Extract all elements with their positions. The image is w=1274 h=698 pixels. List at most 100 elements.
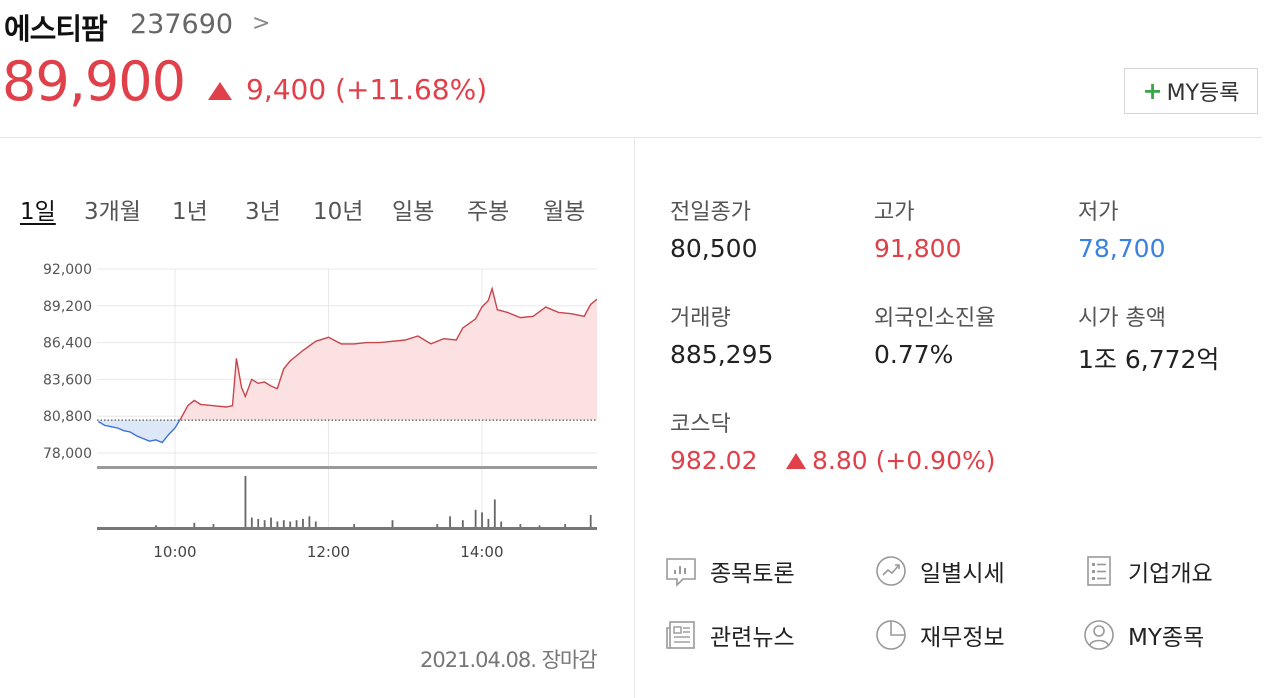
link-label: 재무정보 [920, 625, 1005, 651]
volume-bar [270, 517, 272, 528]
volume-bar [474, 509, 477, 528]
tab-weekly[interactable]: 주봉 [467, 199, 510, 225]
stock-header: 에스티팜 237690 > 89,900 9,400 (+11.68%) + M… [0, 0, 1274, 138]
chart-date: 2021.04.08. 장마감 [420, 648, 598, 672]
stat-value: 78,700 [1078, 234, 1166, 263]
volume-bar [461, 520, 464, 528]
stat-high: 고가 91,800 [874, 194, 1074, 263]
area-up [98, 288, 597, 421]
volume-bar [314, 521, 317, 528]
x-tick-label: 12:00 [307, 543, 350, 561]
price-change: 9,400 (+11.68%) [246, 73, 488, 106]
intraday-price-chart[interactable]: 92,000 89,200 86,400 83,600 80,800 78,000 10:0… [20, 250, 610, 570]
stat-prev-close: 전일종가 80,500 [670, 194, 870, 263]
stat-label: 코스닥 [670, 412, 731, 437]
volume-bar [391, 520, 394, 528]
volume-bar [244, 476, 247, 528]
price-axis-bar [97, 466, 597, 469]
stock-name[interactable]: 에스티팜 [4, 12, 108, 46]
y-tick-label: 86,400 [43, 336, 92, 352]
user-circle-icon [1084, 620, 1114, 650]
volume-axis-bar [97, 527, 597, 530]
stat-value: 91,800 [874, 234, 962, 263]
volume-bar [276, 521, 279, 528]
y-tick-label: 83,600 [43, 372, 92, 388]
volume-bar [212, 524, 215, 528]
link-my-stocks[interactable]: MY종목 [1082, 618, 1204, 652]
header-divider [0, 137, 1262, 138]
index-change: 8.80 (+0.90%) [786, 446, 995, 475]
stat-label: 전일종가 [670, 200, 751, 225]
list-doc-icon [1087, 556, 1111, 586]
volume-bar [302, 518, 304, 528]
link-discussion[interactable]: 종목토론 [664, 554, 795, 588]
stat-label: 저가 [1078, 200, 1119, 225]
link-financials[interactable]: 재무정보 [874, 618, 1005, 652]
volume-bar [538, 525, 541, 528]
volume-bar [289, 521, 292, 528]
stat-foreign-ratio: 외국인소진율 0.77% [874, 300, 1074, 369]
stat-label: 외국인소진율 [874, 306, 996, 331]
add-my-stock-button[interactable]: + MY등록 [1124, 68, 1258, 114]
stat-kosdaq[interactable]: 코스닥 982.02 8.80 (+0.90%) [670, 406, 1070, 475]
volume-bar [308, 516, 311, 528]
plus-icon: + [1142, 77, 1163, 105]
index-row: 982.02 8.80 (+0.90%) [670, 446, 1070, 475]
tab-3year[interactable]: 3년 [245, 199, 281, 225]
link-daily-price[interactable]: 일별시세 [874, 554, 1005, 588]
volume-bar [564, 524, 567, 528]
volume-bar [295, 520, 298, 528]
link-label: 종목토론 [710, 561, 795, 587]
newspaper-icon [666, 621, 695, 649]
volume-bar [263, 520, 266, 528]
link-label: 기업개요 [1128, 561, 1213, 587]
tab-1year[interactable]: 1년 [172, 199, 208, 225]
volume-bar [193, 522, 196, 528]
index-change-text: 8.80 (+0.90%) [812, 446, 996, 475]
pie-chart-icon [876, 620, 906, 650]
tab-3month[interactable]: 3개월 [84, 199, 141, 225]
area-down [98, 420, 180, 443]
volume-bar [481, 512, 483, 528]
x-tick-label: 10:00 [153, 543, 196, 561]
stat-value: 885,295 [670, 340, 774, 369]
stat-low: 저가 78,700 [1078, 194, 1274, 263]
chart-period-tabs: 1일 3개월 1년 3년 10년 일봉 주봉 월봉 [20, 192, 600, 228]
volume-bar [436, 524, 439, 528]
link-label: 일별시세 [920, 561, 1005, 587]
y-tick-label: 80,800 [43, 409, 92, 425]
add-my-stock-label: MY등록 [1166, 81, 1240, 106]
chevron-right-icon[interactable]: > [252, 11, 271, 36]
panel-divider [634, 138, 635, 698]
index-value: 982.02 [670, 446, 758, 475]
link-related-news[interactable]: 관련뉴스 [664, 618, 795, 652]
current-price: 89,900 [2, 50, 186, 113]
volume-bar [250, 517, 253, 528]
up-triangle-icon [786, 452, 806, 469]
stat-value: 1조 6,772억 [1078, 345, 1220, 374]
y-tick-label: 92,000 [43, 262, 92, 278]
link-company-overview[interactable]: 기업개요 [1082, 554, 1213, 588]
up-triangle-icon [208, 82, 232, 100]
stat-market-cap: 시가 총액 1조 6,772억 [1078, 300, 1274, 376]
volume-bar [493, 499, 496, 528]
chart-board-icon [666, 558, 696, 587]
y-tick-label: 89,200 [43, 299, 92, 315]
tab-10year[interactable]: 10년 [313, 199, 364, 225]
tab-1day[interactable]: 1일 [20, 199, 56, 225]
stat-value: 80,500 [670, 234, 758, 263]
tab-monthly[interactable]: 월봉 [543, 199, 586, 225]
volume-bar [353, 524, 356, 528]
stat-value: 0.77% [874, 340, 954, 369]
volume-bar [155, 525, 157, 528]
volume-bar [500, 521, 503, 528]
volume-bar [282, 520, 285, 528]
stock-code[interactable]: 237690 [130, 9, 234, 40]
x-tick-label: 14:00 [460, 543, 503, 561]
volume-bar [589, 515, 592, 528]
price-line-up [178, 286, 598, 421]
trend-circle-icon [876, 556, 906, 586]
price-line-down [97, 420, 181, 444]
stat-volume: 거래량 885,295 [670, 300, 870, 369]
tab-daily[interactable]: 일봉 [392, 199, 435, 225]
